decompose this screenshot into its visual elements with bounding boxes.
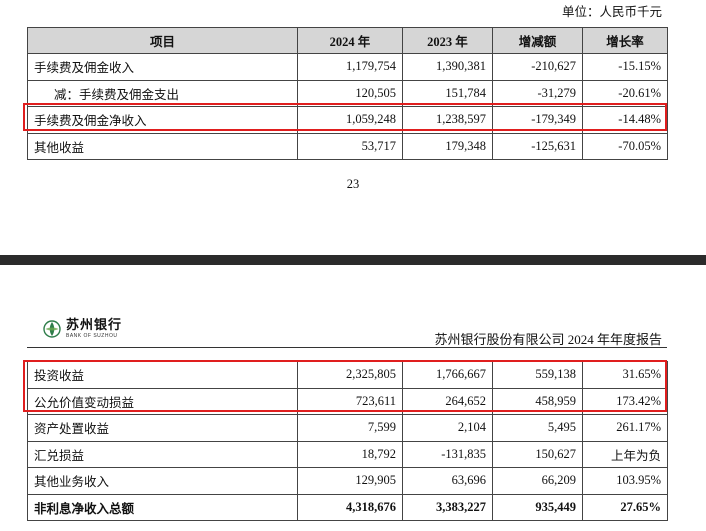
table-row: 投资收益 2,325,805 1,766,667 559,138 31.65% <box>27 361 668 389</box>
header-rule <box>27 347 667 348</box>
cell-2023: 2,104 <box>402 414 493 442</box>
unit-label: 单位：人民币千元 <box>561 5 662 19</box>
cell-rate: 103.95% <box>582 467 668 495</box>
cell-change: -210,627 <box>492 53 583 81</box>
cell-2024: 120,505 <box>297 79 403 107</box>
cell-change: 66,209 <box>492 467 583 495</box>
cell-2024: 1,179,754 <box>297 53 403 81</box>
table-row: 资产处置收益 7,599 2,104 5,495 261.17% <box>27 414 668 442</box>
table-row: 其他业务收入 129,905 63,696 66,209 103.95% <box>27 467 668 495</box>
cell-rate: -14.48% <box>582 106 668 134</box>
fee-income-table: 项目 2024 年 2023 年 增减额 增长率 手续费及佣金收入 1,179,… <box>27 27 668 160</box>
cell-rate: 上年为负 <box>582 440 668 468</box>
cell-2024: 4,318,676 <box>297 493 403 521</box>
row-label: 资产处置收益 <box>27 414 298 442</box>
cell-2024: 1,059,248 <box>297 106 403 134</box>
cell-2023: 1,390,381 <box>402 53 493 81</box>
cell-change: -179,349 <box>492 106 583 134</box>
cell-change: -125,631 <box>492 132 583 160</box>
cell-rate: 261.17% <box>582 414 668 442</box>
cell-change: 5,495 <box>492 414 583 442</box>
page-separator <box>0 255 706 265</box>
cell-2023: 3,383,227 <box>402 493 493 521</box>
table-header-row: 项目 2024 年 2023 年 增减额 增长率 <box>27 27 668 54</box>
cell-2024: 129,905 <box>297 467 403 495</box>
total-row: 非利息净收入总额 4,318,676 3,383,227 935,449 27.… <box>27 493 668 521</box>
header-2023: 2023 年 <box>402 27 493 54</box>
highlight-box-net-fee <box>23 103 667 131</box>
cell-2023: 179,348 <box>402 132 493 160</box>
bank-logo: 苏州银行 BANK OF SUZHOU <box>43 319 122 339</box>
cell-2023: 1,766,667 <box>402 361 493 389</box>
highlight-box-investment <box>23 360 667 412</box>
cell-rate: -20.61% <box>582 79 668 107</box>
page-number: 23 <box>346 177 360 191</box>
cell-2024: 18,792 <box>297 440 403 468</box>
row-label: 汇兑损益 <box>27 440 298 468</box>
row-label: 减：手续费及佣金支出 <box>27 79 298 107</box>
cell-change: 150,627 <box>492 440 583 468</box>
cell-2023: 1,238,597 <box>402 106 493 134</box>
cell-rate: -15.15% <box>582 53 668 81</box>
logo-en-text: BANK OF SUZHOU <box>66 333 118 339</box>
cell-2023: -131,835 <box>402 440 493 468</box>
table-row: 其他收益 53,717 179,348 -125,631 -70.05% <box>27 132 668 160</box>
cell-rate: 27.65% <box>582 493 668 521</box>
cell-rate: 31.65% <box>582 361 668 389</box>
cell-rate: -70.05% <box>582 132 668 160</box>
header-change: 增减额 <box>492 27 583 54</box>
cell-change: -31,279 <box>492 79 583 107</box>
row-label: 非利息净收入总额 <box>27 493 298 521</box>
table-row: 减：手续费及佣金支出 120,505 151,784 -31,279 -20.6… <box>27 79 668 107</box>
row-label: 手续费及佣金收入 <box>27 53 298 81</box>
header-item: 项目 <box>27 27 298 54</box>
row-label: 手续费及佣金净收入 <box>27 106 298 134</box>
table-row: 手续费及佣金净收入 1,059,248 1,238,597 -179,349 -… <box>27 106 668 134</box>
bank-emblem-icon <box>43 320 61 338</box>
table-row: 手续费及佣金收入 1,179,754 1,390,381 -210,627 -1… <box>27 53 668 81</box>
table-row: 汇兑损益 18,792 -131,835 150,627 上年为负 <box>27 440 668 468</box>
header-rate: 增长率 <box>582 27 668 54</box>
report-title: 苏州银行股份有限公司 2024 年年度报告 <box>434 332 662 347</box>
cell-2024: 7,599 <box>297 414 403 442</box>
logo-cn-text: 苏州银行 <box>66 318 123 333</box>
cell-change: 559,138 <box>492 361 583 389</box>
row-label: 投资收益 <box>27 361 298 389</box>
header-2024: 2024 年 <box>297 27 403 54</box>
row-label: 其他收益 <box>27 132 298 160</box>
cell-2024: 53,717 <box>297 132 403 160</box>
cell-change: 935,449 <box>492 493 583 521</box>
cell-2023: 63,696 <box>402 467 493 495</box>
row-label: 其他业务收入 <box>27 467 298 495</box>
